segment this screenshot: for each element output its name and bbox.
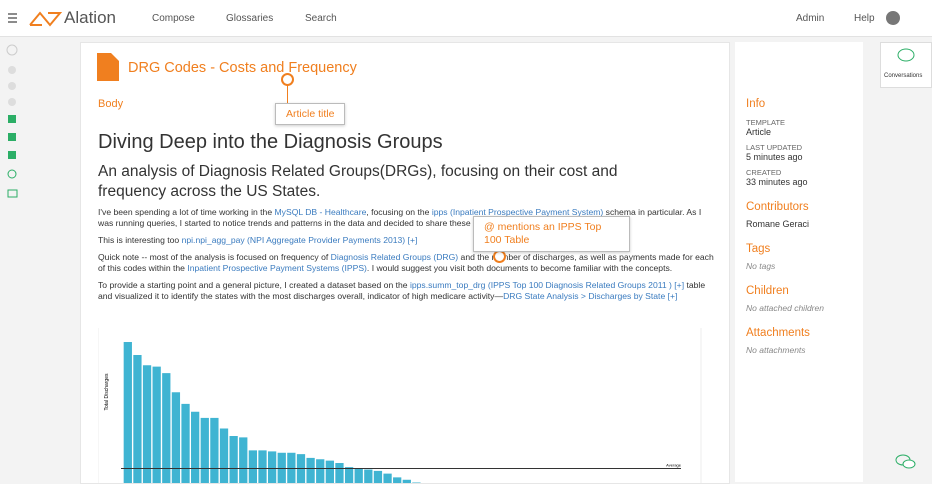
bar: [210, 418, 218, 483]
bar: [181, 404, 189, 483]
paragraph: Quick note -- most of the analysis is fo…: [98, 252, 718, 274]
section-title: Children: [746, 285, 863, 297]
section-value: No attached children: [746, 303, 863, 313]
field-label: CREATED: [746, 168, 863, 177]
text: . I would suggest you visit both documen…: [367, 263, 672, 273]
field-label: TEMPLATE: [746, 118, 863, 127]
bar: [345, 467, 353, 483]
bar: [239, 437, 247, 483]
section-value: No tags: [746, 261, 863, 271]
bar: [268, 451, 276, 483]
section-value: No attachments: [746, 345, 863, 355]
bar: [335, 463, 343, 483]
nav-item[interactable]: Glossaries: [226, 13, 273, 24]
bar: [374, 471, 382, 483]
bar: [162, 373, 170, 483]
chat-bubble[interactable]: [894, 452, 918, 472]
text: Quick note -- most of the analysis is fo…: [98, 252, 331, 262]
text: , focusing on the: [366, 207, 431, 217]
doc-icon: [97, 53, 119, 81]
callout: @ mentions an IPPS Top 100 Table: [473, 216, 630, 252]
bar: [201, 418, 209, 483]
bar: [393, 477, 401, 483]
link[interactable]: [+]: [674, 280, 684, 290]
bar: [403, 480, 411, 483]
link[interactable]: [+]: [408, 235, 418, 245]
chat-icon: [896, 47, 916, 65]
embedded-chart: Total Discharges Average: [98, 328, 702, 483]
bar: [220, 428, 228, 483]
link[interactable]: npi.npi_agg_pay (NPI Aggregate Provider …: [182, 235, 406, 245]
link[interactable]: DRG State Analysis > Discharges by State: [503, 291, 665, 301]
field-value: 33 minutes ago: [746, 177, 863, 187]
bar: [316, 459, 324, 483]
callout-marker: [281, 73, 294, 86]
bar: [306, 458, 314, 483]
section-title: Attachments: [746, 327, 863, 339]
bar: [383, 474, 391, 483]
bar: [153, 367, 161, 483]
top-nav: Alation Compose Glossaries Search Admin …: [0, 0, 932, 37]
link[interactable]: Diagnosis Related Groups (DRG): [331, 252, 459, 262]
bar: [124, 342, 132, 483]
link[interactable]: Inpatient Prospective Payment Systems (I…: [187, 263, 367, 273]
avatar[interactable]: [884, 9, 904, 27]
bar: [258, 450, 266, 483]
article-title: DRG Codes - Costs and Frequency: [128, 60, 357, 76]
text: I've been spending a lot of time working…: [98, 207, 275, 217]
bar: [133, 355, 141, 483]
section-value: Romane Geraci: [746, 219, 863, 229]
field-label: LAST UPDATED: [746, 143, 863, 152]
bar: [287, 453, 295, 483]
bar: [172, 392, 180, 483]
brand[interactable]: Alation: [64, 8, 116, 28]
nav-item[interactable]: Search: [305, 13, 337, 24]
section-title: Contributors: [746, 201, 863, 213]
section-title: Tags: [746, 243, 863, 255]
field-value: 5 minutes ago: [746, 152, 863, 162]
bar: [143, 365, 151, 483]
left-rail: [4, 42, 22, 202]
bar: [249, 450, 257, 483]
link[interactable]: MySQL DB - Healthcare: [275, 207, 367, 217]
y-axis-label: Total Discharges: [104, 373, 110, 410]
subheading: An analysis of Diagnosis Related Groups(…: [98, 162, 678, 202]
field-value: Article: [746, 127, 863, 137]
user-menu[interactable]: Admin: [796, 13, 824, 24]
section-label: Body: [98, 98, 123, 110]
bar: [230, 436, 238, 483]
bar: [191, 412, 199, 483]
help-menu[interactable]: Help: [854, 13, 875, 24]
text: This is interesting too: [98, 235, 182, 245]
conversations-label: Conversations: [884, 73, 922, 79]
nav-item[interactable]: Compose: [152, 13, 195, 24]
info-title: Info: [746, 98, 863, 110]
heading: Diving Deep into the Diagnosis Groups: [98, 131, 120, 154]
bar: [355, 468, 363, 483]
text: To provide a starting point and a genera…: [98, 280, 410, 290]
bar: [364, 470, 372, 483]
link[interactable]: ipps.summ_top_drg (IPPS Top 100 Diagnosi…: [410, 280, 672, 290]
paragraph: To provide a starting point and a genera…: [98, 280, 718, 302]
average-label: Average: [666, 462, 682, 467]
callout: Article title: [275, 103, 345, 125]
bar: [278, 453, 286, 483]
article-card: DRG Codes - Costs and Frequency Star Sha…: [80, 42, 730, 484]
conversations-tab[interactable]: Conversations: [880, 42, 932, 88]
link[interactable]: [+]: [668, 291, 678, 301]
